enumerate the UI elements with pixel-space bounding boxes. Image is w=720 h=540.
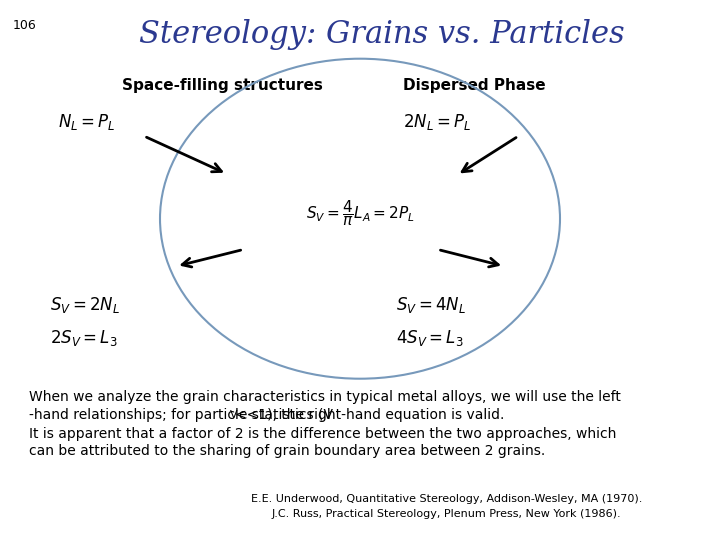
- Text: J.C. Russ, Practical Stereology, Plenum Press, New York (1986).: J.C. Russ, Practical Stereology, Plenum …: [271, 509, 621, 519]
- Text: Dispersed Phase: Dispersed Phase: [403, 78, 546, 93]
- Text: Space-filling structures: Space-filling structures: [122, 78, 323, 93]
- Text: $2N_L = P_L$: $2N_L = P_L$: [403, 111, 472, 132]
- Text: can be attributed to the sharing of grain boundary area between 2 grains.: can be attributed to the sharing of grai…: [29, 444, 545, 458]
- Text: $2S_V = L_3$: $2S_V = L_3$: [50, 327, 118, 348]
- Text: $4S_V = L_3$: $4S_V = L_3$: [396, 327, 464, 348]
- Text: $N_L = P_L$: $N_L = P_L$: [58, 111, 115, 132]
- Text: $S_V = \dfrac{4}{\pi}L_A = 2P_L$: $S_V = \dfrac{4}{\pi}L_A = 2P_L$: [305, 198, 415, 228]
- Text: V: V: [230, 410, 238, 420]
- Text: It is apparent that a factor of 2 is the difference between the two approaches, : It is apparent that a factor of 2 is the…: [29, 427, 616, 441]
- Text: Stereology: Grains vs. Particles: Stereology: Grains vs. Particles: [139, 19, 624, 50]
- Text: E.E. Underwood, Quantitative Stereology, Addison-Wesley, MA (1970).: E.E. Underwood, Quantitative Stereology,…: [251, 494, 642, 504]
- Text: <<1), the right-hand equation is valid.: <<1), the right-hand equation is valid.: [235, 408, 504, 422]
- Text: When we analyze the grain characteristics in typical metal alloys, we will use t: When we analyze the grain characteristic…: [29, 390, 621, 404]
- Text: 106: 106: [13, 19, 37, 32]
- Text: -hand relationships; for particle statistics (V: -hand relationships; for particle statis…: [29, 408, 333, 422]
- Text: $S_V = 2N_L$: $S_V = 2N_L$: [50, 295, 121, 315]
- Text: $S_V = 4N_L$: $S_V = 4N_L$: [396, 295, 467, 315]
